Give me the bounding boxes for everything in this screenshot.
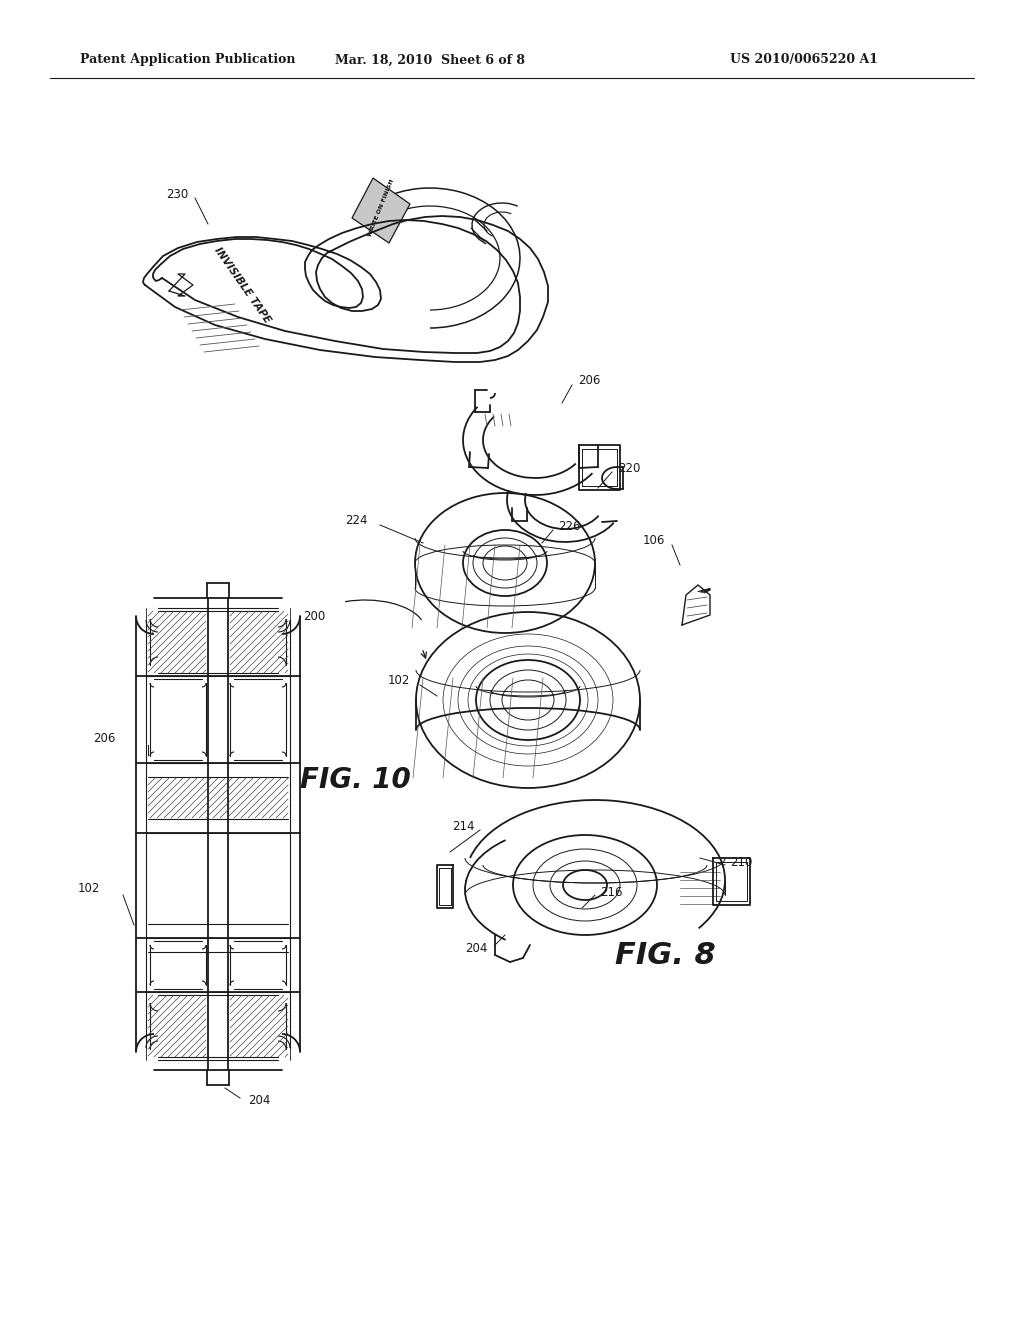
- Text: US 2010/0065220 A1: US 2010/0065220 A1: [730, 54, 878, 66]
- Text: 220: 220: [618, 462, 640, 475]
- Text: 204: 204: [466, 941, 488, 954]
- Text: 216: 216: [600, 886, 623, 899]
- Text: 204: 204: [248, 1093, 270, 1106]
- Text: 206: 206: [92, 731, 115, 744]
- Text: 200: 200: [303, 610, 325, 623]
- Text: 210: 210: [730, 855, 753, 869]
- Text: Patent Application Publication: Patent Application Publication: [80, 54, 296, 66]
- Text: 224: 224: [345, 515, 368, 528]
- Text: 102: 102: [78, 882, 100, 895]
- Text: 206: 206: [578, 375, 600, 388]
- Text: WRITE ON FINISH: WRITE ON FINISH: [368, 178, 395, 238]
- Text: INVISIBLE TAPE: INVISIBLE TAPE: [212, 246, 272, 325]
- Text: 226: 226: [558, 520, 581, 533]
- Text: FIG. 10: FIG. 10: [300, 766, 411, 795]
- Text: 102: 102: [388, 675, 410, 688]
- Text: 106: 106: [643, 535, 665, 548]
- Text: 214: 214: [453, 820, 475, 833]
- Text: FIG. 8: FIG. 8: [614, 940, 716, 969]
- Text: Mar. 18, 2010  Sheet 6 of 8: Mar. 18, 2010 Sheet 6 of 8: [335, 54, 525, 66]
- Polygon shape: [352, 178, 410, 243]
- Text: 230: 230: [166, 187, 188, 201]
